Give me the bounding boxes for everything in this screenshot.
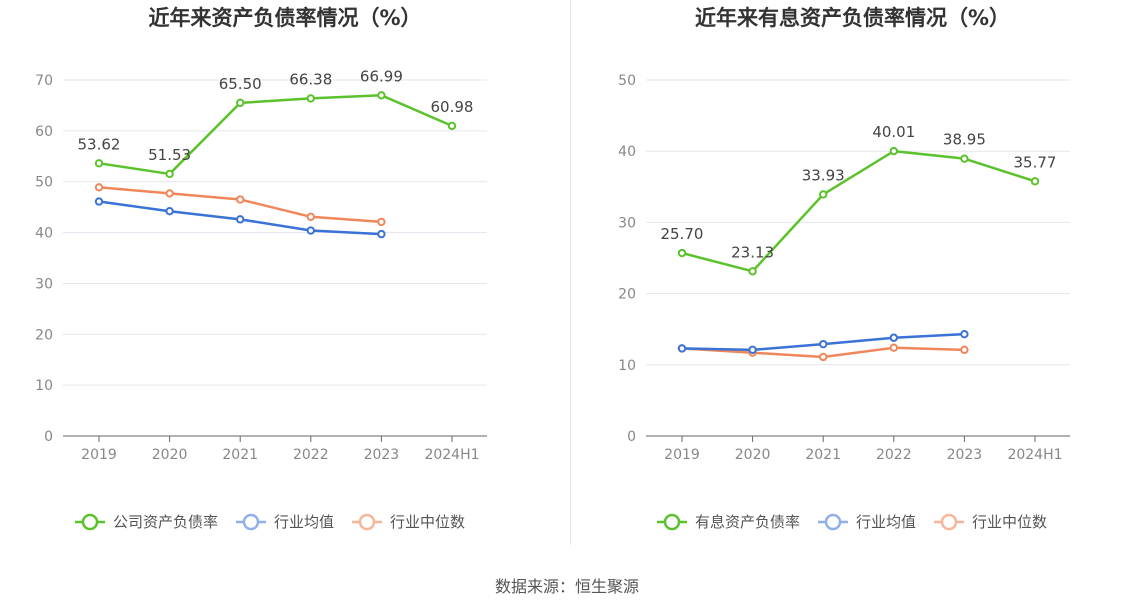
y-tick-label: 10	[618, 358, 636, 374]
legend-label: 公司资产负债率	[113, 513, 218, 531]
y-tick-label: 40	[35, 226, 53, 242]
y-tick-label: 0	[627, 429, 636, 445]
legend-item[interactable]: 公司资产负债率	[75, 513, 218, 531]
data-label: 40.01	[872, 123, 915, 141]
data-point	[748, 267, 757, 276]
data-point	[165, 169, 174, 179]
data-label: 60.98	[431, 98, 474, 116]
data-point	[94, 183, 104, 192]
legend-item[interactable]: 行业均值	[236, 513, 334, 531]
data-point	[889, 343, 898, 352]
interest-bearing-debt-ratio-chart: 0 10 20 30 40 50 2019 2020 2021 2022 2023 2024H1 25.…	[618, 73, 1070, 531]
data-label: 33.93	[802, 166, 845, 184]
y-tick-label: 50	[35, 175, 53, 191]
debt-ratio-chart: 0 10 20 30 40 50 60 70 2019 2020 2021 2022 2023 2024H…	[35, 67, 487, 531]
data-label: 23.13	[731, 243, 774, 261]
legend-label: 行业均值	[274, 513, 334, 531]
left-chart-panel: 近年来资产负债率情况（%） 0 10 20 30 40 50 60 70 2019 2020 202…	[0, 0, 570, 560]
data-label: 53.62	[78, 135, 121, 153]
y-tick-label: 10	[35, 378, 53, 394]
series-line	[98, 94, 453, 176]
data-point	[165, 189, 174, 198]
y-tick-label: 0	[44, 429, 53, 445]
data-point	[306, 226, 315, 235]
y-tick-label: 70	[35, 73, 53, 89]
data-point	[960, 329, 969, 339]
legend-label: 有息资产负债率	[695, 513, 800, 531]
x-tick-label: 2024H1	[424, 447, 479, 463]
legend-label: 行业中位数	[390, 513, 465, 531]
data-point	[165, 207, 174, 216]
y-tick-label: 60	[35, 124, 53, 140]
data-point	[377, 91, 386, 100]
series-line	[681, 149, 1036, 273]
legend-item[interactable]: 行业中位数	[934, 513, 1047, 531]
x-tick-label: 2021	[222, 447, 258, 463]
legend-label: 行业中位数	[972, 513, 1047, 531]
y-tick-label: 40	[618, 144, 636, 160]
y-tick-label: 20	[35, 327, 53, 343]
legend-item[interactable]: 行业中位数	[352, 513, 465, 531]
data-point	[236, 215, 245, 224]
legend-item[interactable]: 行业均值	[818, 513, 916, 531]
legend-marker-icon	[663, 513, 681, 531]
data-point	[819, 190, 828, 199]
data-point	[677, 344, 687, 353]
data-point	[94, 197, 104, 206]
x-tick-label: 2024H1	[1007, 447, 1062, 463]
data-label: 51.53	[148, 146, 191, 164]
data-point	[377, 217, 386, 227]
data-label: 38.95	[943, 131, 986, 149]
data-label: 25.70	[661, 225, 704, 243]
data-point	[960, 345, 969, 355]
data-point	[94, 159, 104, 168]
legend-marker-icon	[81, 513, 99, 531]
x-tick-label: 2020	[735, 447, 771, 463]
legend-marker-icon	[358, 513, 376, 531]
legend-marker-icon	[940, 513, 958, 531]
data-point	[1030, 177, 1040, 186]
x-tick-label: 2019	[664, 447, 700, 463]
data-point	[677, 248, 687, 258]
x-tick-label: 2022	[293, 447, 329, 463]
data-label: 65.50	[219, 75, 262, 93]
data-point	[236, 195, 245, 204]
data-label: 66.38	[289, 70, 332, 88]
data-point	[819, 352, 828, 362]
data-source: 数据来源：恒生聚源	[494, 577, 639, 596]
legend-marker-icon	[824, 513, 842, 531]
y-tick-label: 50	[618, 73, 636, 89]
x-tick-label: 2023	[947, 447, 983, 463]
data-point	[889, 333, 898, 342]
data-point	[819, 339, 828, 349]
chart-title: 近年来有息资产负债率情况（%）	[694, 6, 1011, 30]
x-tick-label: 2023	[364, 447, 400, 463]
data-point	[377, 229, 386, 239]
x-tick-label: 2021	[805, 447, 841, 463]
data-point	[306, 212, 315, 222]
x-tick-label: 2020	[152, 447, 188, 463]
data-point	[447, 121, 457, 131]
data-label: 35.77	[1014, 153, 1057, 171]
legend-label: 行业均值	[856, 513, 916, 531]
data-point	[306, 94, 315, 103]
data-label: 66.99	[360, 67, 403, 85]
y-tick-label: 30	[35, 276, 53, 292]
data-point	[889, 146, 898, 156]
data-point	[748, 345, 757, 355]
y-tick-label: 20	[618, 287, 636, 303]
data-point	[236, 98, 245, 108]
x-tick-label: 2019	[81, 447, 117, 463]
y-tick-label: 30	[618, 215, 636, 231]
chart-title: 近年来资产负债率情况（%）	[148, 6, 422, 30]
legend-item[interactable]: 有息资产负债率	[657, 513, 800, 531]
data-point	[960, 154, 969, 163]
x-tick-label: 2022	[876, 447, 912, 463]
panel-divider	[570, 0, 571, 545]
right-chart-panel: 近年来有息资产负债率情况（%） 0 10 20 30 40 50 2019 2020 2021 2…	[571, 0, 1134, 560]
legend-marker-icon	[242, 513, 260, 531]
